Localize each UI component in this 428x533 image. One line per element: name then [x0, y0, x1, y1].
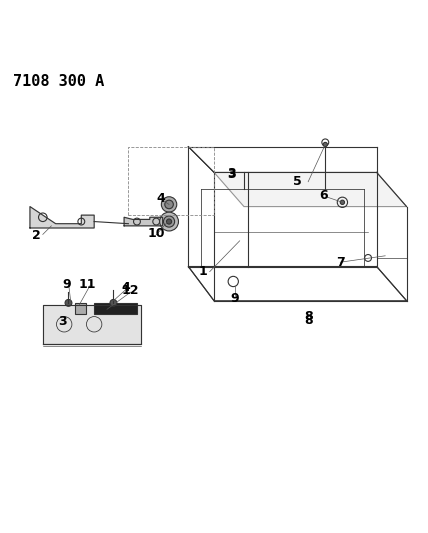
Text: 11: 11: [79, 278, 96, 291]
Text: 9: 9: [230, 292, 239, 305]
Bar: [75, 303, 86, 313]
Circle shape: [65, 300, 72, 306]
Text: 8: 8: [304, 310, 312, 323]
Circle shape: [163, 216, 175, 227]
Text: 3: 3: [227, 168, 235, 181]
Text: 6: 6: [319, 189, 327, 203]
Circle shape: [160, 212, 178, 231]
Text: 2: 2: [32, 229, 41, 242]
Polygon shape: [43, 305, 141, 344]
Text: 7: 7: [336, 256, 345, 269]
Text: 8: 8: [305, 313, 313, 327]
Text: 4: 4: [122, 281, 131, 294]
Circle shape: [110, 300, 117, 306]
Circle shape: [165, 200, 173, 209]
Text: 9: 9: [62, 278, 71, 291]
Circle shape: [323, 142, 327, 147]
Bar: [94, 303, 137, 313]
Polygon shape: [214, 172, 407, 207]
Text: 3: 3: [227, 167, 235, 180]
Text: 3: 3: [58, 315, 66, 328]
Text: 4: 4: [156, 192, 165, 205]
Circle shape: [161, 197, 177, 212]
Text: 10: 10: [148, 227, 165, 240]
Text: 7108 300 A: 7108 300 A: [13, 74, 104, 89]
Circle shape: [340, 200, 345, 205]
Text: 1: 1: [199, 265, 208, 278]
Circle shape: [166, 219, 172, 224]
Polygon shape: [30, 207, 94, 228]
Text: 12: 12: [122, 285, 139, 297]
Text: 5: 5: [293, 175, 302, 188]
Polygon shape: [124, 217, 163, 226]
